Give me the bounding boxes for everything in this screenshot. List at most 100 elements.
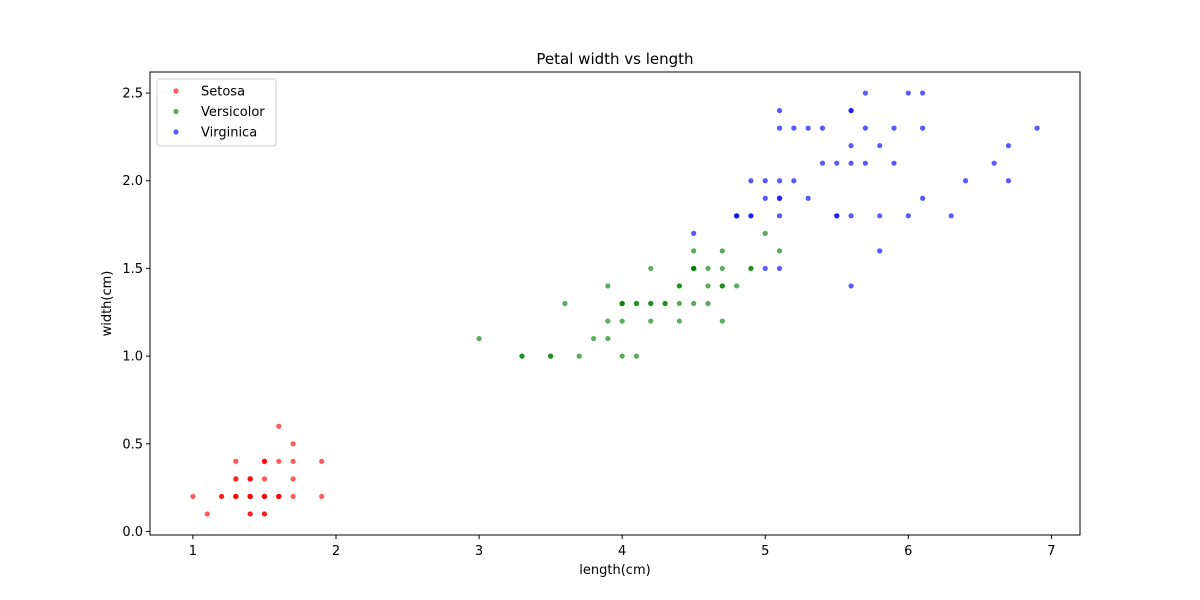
point-versicolor-47 — [662, 300, 668, 307]
point-versicolor-41 — [705, 283, 711, 289]
point-virginica-42 — [776, 195, 783, 201]
x-tick-label-5: 6 — [904, 544, 912, 559]
point-versicolor-46 — [648, 300, 654, 307]
point-virginica-32 — [848, 143, 854, 149]
y-tick-label-5: 2.5 — [122, 87, 143, 102]
point-setosa-37 — [247, 511, 253, 517]
point-setosa-16 — [233, 458, 239, 464]
point-virginica-43 — [891, 125, 897, 131]
point-versicolor-36 — [719, 265, 725, 272]
point-versicolor-26 — [734, 283, 740, 289]
point-versicolor-27 — [762, 230, 768, 236]
point-versicolor-33 — [776, 248, 783, 254]
point-setosa-32 — [261, 511, 268, 517]
point-setosa-20 — [290, 493, 296, 500]
y-tick-label-4: 2.0 — [122, 174, 143, 189]
point-virginica-40 — [848, 107, 854, 114]
point-virginica-3 — [848, 213, 854, 219]
point-virginica-48 — [819, 125, 826, 131]
point-versicolor-13 — [719, 283, 725, 289]
point-virginica-28 — [848, 160, 854, 166]
point-virginica-24 — [862, 160, 868, 166]
point-virginica-0 — [905, 90, 911, 96]
point-setosa-45 — [247, 476, 253, 482]
point-virginica-9 — [920, 90, 926, 96]
point-versicolor-25 — [676, 283, 682, 289]
legend-label-versicolor: Versicolor — [201, 105, 265, 120]
point-versicolor-8 — [705, 300, 711, 307]
point-versicolor-30 — [590, 335, 597, 342]
x-tick-label-1: 2 — [332, 544, 340, 559]
point-virginica-7 — [948, 213, 954, 219]
point-virginica-10 — [776, 178, 783, 184]
chart-title: Petal width vs length — [536, 50, 693, 68]
point-virginica-49 — [776, 213, 783, 219]
point-versicolor-17 — [633, 353, 640, 359]
point-virginica-4 — [877, 143, 883, 149]
point-setosa-13 — [204, 511, 210, 517]
point-virginica-8 — [877, 213, 883, 219]
point-versicolor-45 — [648, 318, 654, 324]
legend-box — [156, 78, 277, 147]
x-tick-label-2: 3 — [475, 544, 483, 559]
x-tick-label-4: 5 — [761, 544, 769, 559]
point-setosa-42 — [233, 493, 239, 500]
point-versicolor-14 — [562, 300, 568, 307]
x-axis-label: length(cm) — [579, 563, 650, 578]
point-virginica-45 — [791, 125, 797, 131]
point-virginica-25 — [905, 213, 911, 219]
point-versicolor-37 — [676, 300, 682, 307]
point-versicolor-48 — [476, 335, 482, 342]
point-virginica-30 — [920, 195, 926, 201]
point-versicolor-34 — [691, 265, 697, 272]
point-setosa-24 — [319, 493, 325, 500]
point-virginica-2 — [891, 160, 897, 166]
point-virginica-29 — [877, 248, 883, 254]
point-virginica-33 — [776, 265, 783, 272]
point-virginica-22 — [1005, 178, 1012, 184]
point-virginica-39 — [819, 160, 826, 166]
point-virginica-17 — [1005, 143, 1012, 149]
point-virginica-19 — [762, 265, 768, 272]
point-virginica-14 — [776, 107, 783, 114]
point-versicolor-31 — [576, 353, 582, 359]
point-virginica-21 — [748, 178, 754, 184]
point-versicolor-29 — [548, 353, 554, 359]
point-versicolor-43 — [519, 353, 525, 359]
y-axis-label: width(cm) — [100, 271, 115, 337]
point-setosa-43 — [276, 423, 282, 429]
legend-marker-versicolor — [173, 108, 179, 115]
y-tick-label-0: 0.0 — [122, 525, 143, 540]
point-virginica-20 — [862, 125, 868, 131]
point-versicolor-19 — [605, 335, 611, 342]
point-versicolor-32 — [605, 318, 611, 324]
point-virginica-18 — [1034, 125, 1040, 131]
point-virginica-11 — [805, 195, 811, 201]
point-virginica-44 — [862, 90, 868, 96]
x-tick-label-6: 7 — [1047, 544, 1055, 559]
legend-marker-virginica — [173, 129, 179, 135]
point-versicolor-4 — [705, 265, 711, 272]
point-virginica-6 — [691, 230, 697, 236]
point-virginica-41 — [776, 125, 783, 131]
point-virginica-5 — [991, 160, 997, 166]
point-virginica-12 — [834, 160, 840, 166]
point-virginica-13 — [762, 178, 768, 184]
point-setosa-5 — [290, 458, 296, 464]
point-versicolor-49 — [633, 300, 640, 307]
point-virginica-27 — [748, 213, 754, 219]
point-versicolor-35 — [691, 248, 697, 254]
point-setosa-19 — [261, 476, 268, 482]
point-virginica-46 — [762, 195, 768, 201]
point-setosa-44 — [319, 458, 325, 464]
point-versicolor-5 — [691, 300, 697, 307]
legend: Setosa Versicolor Virginica — [156, 78, 277, 147]
point-setosa-22 — [190, 493, 196, 500]
y-tick-label-1: 0.5 — [122, 437, 143, 452]
point-setosa-48 — [261, 493, 268, 500]
legend-marker-setosa — [173, 88, 179, 94]
x-tick-label-3: 4 — [618, 544, 626, 559]
point-setosa-49 — [247, 493, 253, 500]
x-tick-label-0: 1 — [189, 544, 197, 559]
